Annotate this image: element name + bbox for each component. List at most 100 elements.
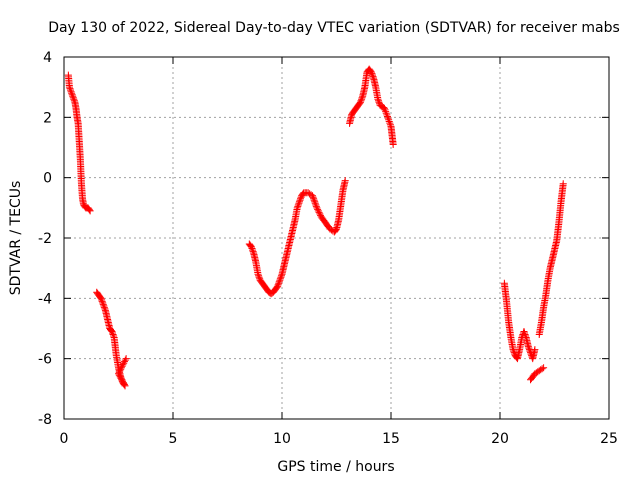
- data-point: [296, 196, 304, 204]
- data-point: [119, 377, 127, 385]
- data-point: [316, 210, 324, 218]
- data-point: [275, 278, 283, 286]
- data-point: [385, 117, 393, 125]
- data-point: [277, 272, 285, 280]
- data-point: [369, 73, 377, 81]
- data-point: [276, 276, 284, 284]
- y-axis-label: SDTVAR / TECUs: [8, 181, 24, 296]
- data-point: [521, 331, 529, 339]
- data-point: [116, 367, 124, 375]
- data-point: [99, 299, 107, 307]
- data-point: [310, 195, 318, 203]
- data-point: [367, 68, 375, 76]
- data-point: [386, 121, 394, 129]
- data-point: [97, 294, 105, 302]
- data-point: [117, 365, 125, 373]
- data-point: [531, 346, 539, 354]
- data-point: [295, 198, 303, 206]
- data-point: [358, 94, 366, 102]
- data-point: [119, 361, 127, 369]
- data-point: [249, 248, 257, 256]
- data-point: [311, 198, 319, 206]
- data-point: [66, 85, 74, 93]
- data-point: [386, 119, 394, 127]
- data-point: [109, 329, 117, 337]
- x-tick-label: 0: [60, 431, 69, 447]
- data-point: [293, 204, 301, 212]
- data-point: [540, 364, 548, 372]
- data-point: [118, 362, 126, 370]
- data-point: [254, 270, 262, 278]
- x-tick-label: 5: [169, 431, 178, 447]
- x-tick-label: 20: [491, 431, 509, 447]
- data-point: [98, 297, 106, 305]
- data-point: [67, 88, 75, 96]
- data-point: [309, 193, 317, 201]
- data-point: [121, 356, 129, 364]
- y-tick-label: -4: [38, 291, 52, 307]
- data-point: [297, 195, 305, 203]
- data-point: [100, 302, 108, 310]
- data-point: [310, 196, 318, 204]
- data-point: [69, 92, 77, 100]
- data-point: [117, 364, 125, 372]
- data-point: [538, 365, 546, 373]
- data-point: [109, 331, 117, 339]
- data-point: [121, 382, 129, 390]
- data-point: [383, 113, 391, 121]
- data-point: [382, 109, 390, 117]
- data-point: [101, 305, 109, 313]
- data-point: [294, 201, 302, 209]
- data-point: [312, 201, 320, 209]
- data-point: [120, 358, 128, 366]
- data-point: [115, 368, 123, 376]
- data-point: [99, 300, 107, 308]
- data-point: [375, 98, 383, 106]
- data-point: [86, 207, 94, 215]
- data-point: [110, 332, 118, 340]
- data-point: [520, 328, 528, 336]
- data-point: [311, 199, 319, 207]
- data-point: [509, 346, 517, 354]
- data-point: [98, 296, 106, 304]
- data-point: [69, 94, 77, 102]
- data-point: [374, 97, 382, 105]
- data-point: [313, 204, 321, 212]
- data-point: [385, 116, 393, 124]
- data-point: [67, 86, 75, 94]
- data-point: [522, 332, 530, 340]
- data-point: [122, 355, 130, 363]
- x-axis-label: GPS time / hours: [277, 459, 394, 475]
- data-point: [70, 97, 78, 105]
- y-tick-label: 0: [43, 171, 52, 187]
- data-point: [341, 177, 349, 185]
- data-point: [120, 359, 128, 367]
- data-point: [381, 106, 389, 114]
- data-point: [384, 114, 392, 122]
- data-point: [277, 273, 285, 281]
- data-point: [295, 199, 303, 207]
- grid: [64, 57, 609, 419]
- data-point: [314, 205, 322, 213]
- data-point: [68, 89, 76, 97]
- y-tick-label: -2: [38, 231, 52, 247]
- data-points: [64, 65, 567, 390]
- data-point: [248, 245, 256, 253]
- x-tick-label: 25: [600, 431, 618, 447]
- y-tick-label: -8: [38, 412, 52, 428]
- data-point: [368, 70, 376, 78]
- data-point: [255, 272, 263, 280]
- data-point: [309, 192, 317, 200]
- data-point: [108, 328, 116, 336]
- data-point: [314, 207, 322, 215]
- data-point: [274, 282, 282, 290]
- data-point: [70, 95, 78, 103]
- data-point: [115, 370, 122, 378]
- data-point: [521, 329, 529, 337]
- data-point: [276, 275, 284, 283]
- data-point: [389, 140, 397, 148]
- data-point: [356, 98, 364, 106]
- data-point: [100, 303, 108, 311]
- data-point: [294, 202, 302, 210]
- data-point: [524, 343, 532, 351]
